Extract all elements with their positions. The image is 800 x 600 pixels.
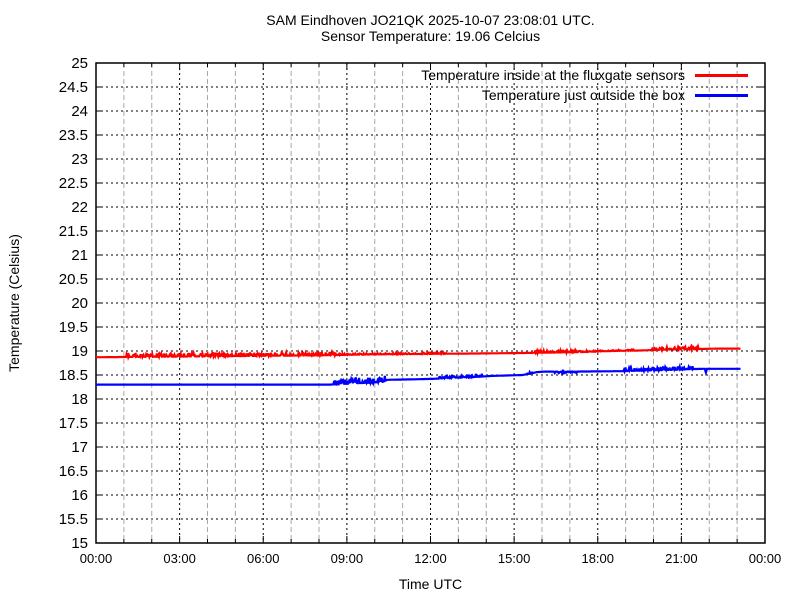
y-tick-label: 24 [71, 103, 88, 120]
x-tick-label: 21:00 [665, 551, 698, 566]
y-tick-label: 21 [71, 247, 88, 264]
axis-ticks [95, 62, 766, 544]
x-tick-label: 09:00 [331, 551, 364, 566]
x-tick-label: 15:00 [498, 551, 531, 566]
axis-tick-labels: 15 15.5 16 16.5 17 17.5 18 18.5 19 19.5 20 20.5 21 21… [59, 55, 781, 566]
x-axis-title: Time UTC [398, 576, 463, 592]
legend-label-inside: Temperature inside at the fluxgate senso… [421, 67, 685, 83]
x-tick-label: 00:00 [80, 551, 113, 566]
series-line-outside [96, 362, 741, 387]
x-tick-label: 18:00 [581, 551, 614, 566]
legend-line-sample-inside [695, 73, 748, 77]
y-tick-label: 23.5 [59, 127, 88, 144]
chart-title: SAM Eindhoven JO21QK 2025-10-07 23:08:01… [266, 12, 595, 28]
y-tick-label: 22 [71, 199, 88, 216]
y-tick-label: 18 [71, 391, 88, 408]
y-axis-title: Temperature (Celsius) [6, 234, 22, 372]
chart-title-block: SAM Eindhoven JO21QK 2025-10-07 23:08:01… [96, 12, 765, 44]
y-tick-label: 22.5 [59, 175, 88, 192]
y-tick-label: 17 [71, 439, 88, 456]
y-tick-label: 18.5 [59, 367, 88, 384]
series-line-inside [96, 342, 741, 362]
grid-lines [96, 63, 765, 543]
y-tick-label: 25 [71, 55, 88, 72]
y-tick-label: 23 [71, 151, 88, 168]
x-tick-label: 12:00 [414, 551, 447, 566]
x-tick-label: 06:00 [247, 551, 280, 566]
y-tick-label: 19.5 [59, 319, 88, 336]
series-lines [96, 342, 741, 387]
x-tick-label: 03:00 [163, 551, 196, 566]
y-tick-label: 21.5 [59, 223, 88, 240]
legend-item-outside: Temperature just outside the box [421, 85, 748, 105]
legend-line-sample-outside [695, 93, 748, 97]
y-tick-label: 16 [71, 487, 88, 504]
y-tick-label: 20.5 [59, 271, 88, 288]
chart-subtitle: Sensor Temperature: 19.06 Celcius [320, 28, 541, 44]
legend-label-outside: Temperature just outside the box [481, 87, 685, 103]
legend: Temperature inside at the fluxgate senso… [421, 65, 748, 105]
y-tick-label: 17.5 [59, 415, 88, 432]
y-tick-label: 24.5 [59, 79, 88, 96]
x-tick-label: 00:00 [749, 551, 782, 566]
y-tick-label: 15.5 [59, 511, 88, 528]
y-tick-label: 19 [71, 343, 88, 360]
y-tick-label: 20 [71, 295, 88, 312]
y-tick-label: 15 [71, 535, 88, 552]
legend-item-inside: Temperature inside at the fluxgate senso… [421, 65, 748, 85]
y-tick-label: 16.5 [59, 463, 88, 480]
